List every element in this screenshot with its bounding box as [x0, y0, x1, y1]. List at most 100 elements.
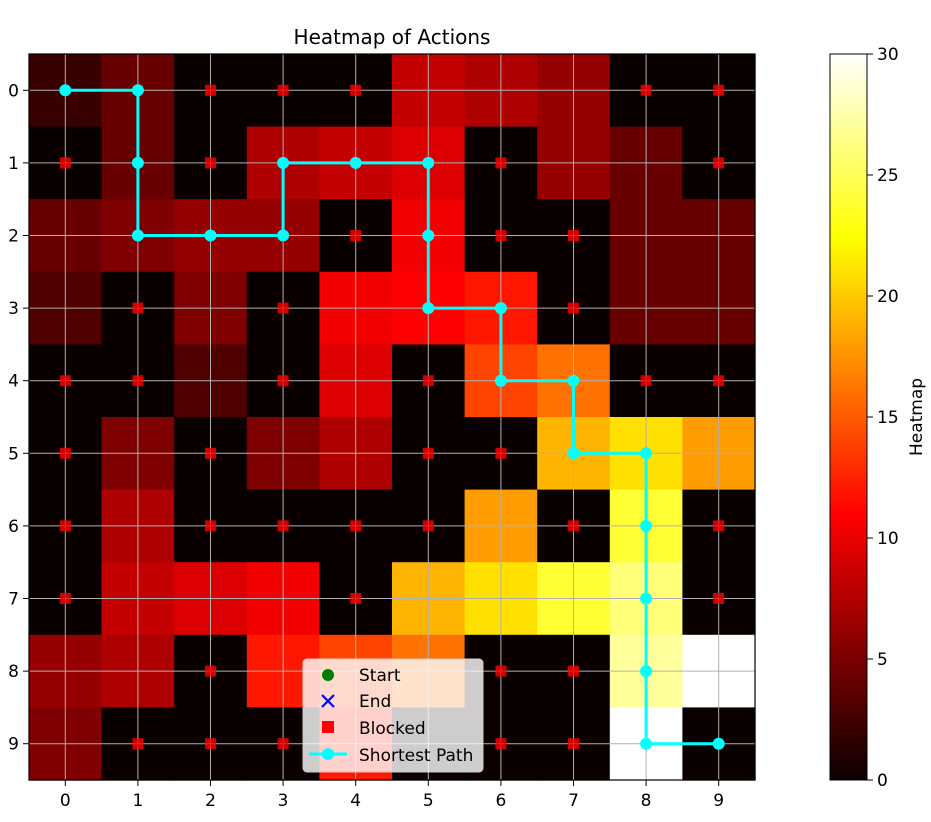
legend-start-label: Start	[359, 666, 401, 686]
shortest-path-point	[131, 156, 144, 169]
blocked-marker	[568, 302, 579, 314]
blocked-marker	[568, 230, 579, 241]
shortest-path-point	[277, 156, 290, 169]
shortest-path-point	[277, 229, 290, 242]
shortest-path-point	[131, 84, 144, 97]
y-tick-label: 0	[8, 81, 19, 101]
blocked-marker	[205, 447, 216, 459]
blocked-marker	[277, 302, 289, 314]
y-tick-label: 5	[8, 444, 19, 464]
blocked-marker	[59, 520, 71, 532]
blocked-marker	[205, 84, 216, 96]
blocked-marker	[495, 665, 507, 677]
y-tick-label: 6	[8, 517, 19, 537]
blocked-marker	[59, 157, 71, 169]
colorbar-label: Heatmap	[907, 378, 927, 456]
blocked-marker	[713, 157, 725, 169]
shortest-path-point	[494, 302, 507, 315]
x-tick-label: 7	[568, 791, 579, 811]
x-tick-label: 8	[641, 791, 652, 811]
x-tick-label: 1	[132, 791, 143, 811]
shortest-path-point	[422, 302, 435, 315]
legend-blocked-marker	[322, 721, 334, 733]
blocked-marker	[205, 520, 216, 532]
blocked-marker	[350, 230, 362, 241]
x-tick-label: 9	[713, 791, 724, 811]
y-tick-label: 4	[8, 372, 19, 392]
blocked-marker	[568, 520, 579, 532]
colorbar-ticks: 0 5 10 15 20 25 30	[867, 45, 899, 791]
grid-lines	[29, 54, 755, 780]
blocked-marker	[495, 738, 507, 750]
shortest-path-point	[422, 229, 435, 242]
x-tick-label: 6	[495, 791, 506, 811]
colorbar-tick-label: 10	[877, 529, 899, 549]
y-tick-label: 3	[8, 299, 19, 319]
blocked-marker	[495, 230, 507, 241]
blocked-marker	[205, 665, 216, 677]
blocked-marker	[713, 593, 725, 604]
shortest-path-point	[567, 447, 580, 460]
shortest-path-point	[640, 665, 653, 678]
blocked-markers	[59, 84, 725, 750]
blocked-marker	[132, 302, 144, 314]
x-tick-label: 2	[205, 791, 216, 811]
shortest-path-point	[567, 374, 580, 387]
colorbar-tick-label: 30	[877, 45, 899, 65]
blocked-marker	[59, 593, 71, 604]
blocked-marker	[277, 738, 289, 750]
y-tick-label: 8	[8, 662, 19, 682]
x-axis-ticks: 0 1 2 3 4 5 6 7 8 9	[60, 780, 724, 811]
blocked-marker	[713, 84, 725, 96]
blocked-marker	[59, 375, 71, 387]
chart-title: Heatmap of Actions	[294, 25, 491, 49]
blocked-marker	[713, 520, 725, 532]
legend-end-label: End	[359, 692, 391, 712]
colorbar-tick-label: 0	[877, 771, 888, 791]
colorbar-tick-label: 15	[877, 408, 899, 428]
x-tick-label: 5	[423, 791, 434, 811]
legend-blocked-label: Blocked	[359, 719, 426, 739]
blocked-marker	[350, 84, 362, 96]
blocked-marker	[422, 375, 434, 387]
shortest-path-point	[204, 229, 217, 242]
blocked-marker	[132, 375, 144, 387]
blocked-marker	[568, 665, 579, 677]
legend-start-marker	[322, 669, 334, 681]
blocked-marker	[350, 520, 362, 532]
x-tick-label: 0	[60, 791, 71, 811]
blocked-marker	[422, 447, 434, 459]
shortest-path-point	[640, 592, 653, 605]
shortest-path	[59, 84, 725, 750]
blocked-marker	[205, 738, 216, 750]
shortest-path-point	[349, 156, 362, 169]
shortest-path-point	[131, 229, 144, 242]
shortest-path-point	[640, 447, 653, 460]
blocked-marker	[277, 520, 289, 532]
legend: Start End Blocked Shortest Path	[302, 658, 484, 773]
blocked-marker	[495, 447, 507, 459]
shortest-path-point	[640, 519, 653, 532]
y-tick-label: 2	[8, 227, 19, 247]
shortest-path-point	[59, 84, 72, 97]
shortest-path-point	[640, 737, 653, 750]
blocked-marker	[640, 84, 652, 96]
y-tick-label: 7	[8, 590, 19, 610]
blocked-marker	[495, 157, 507, 169]
blocked-marker	[568, 738, 579, 750]
blocked-marker	[132, 738, 144, 750]
colorbar-tick-label: 5	[877, 650, 888, 670]
y-axis-ticks: 0 1 2 3 4 5 6 7 8 9	[8, 81, 29, 755]
y-tick-label: 1	[8, 154, 19, 174]
blocked-marker	[277, 84, 289, 96]
x-tick-label: 3	[278, 791, 289, 811]
legend-box	[302, 658, 484, 773]
blocked-marker	[59, 447, 71, 459]
colorbar-tick-label: 25	[877, 166, 899, 186]
blocked-marker	[640, 375, 652, 387]
legend-path-label: Shortest Path	[359, 746, 473, 766]
blocked-marker	[422, 520, 434, 532]
blocked-marker	[277, 375, 289, 387]
blocked-marker	[205, 157, 216, 169]
